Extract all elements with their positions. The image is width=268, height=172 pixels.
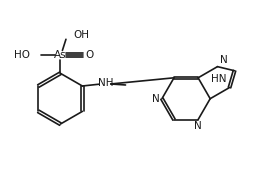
Text: HN: HN [211,74,226,84]
Text: N: N [220,55,228,65]
Text: As: As [54,50,67,60]
Text: OH: OH [73,30,89,40]
Text: HO: HO [14,50,30,60]
Text: NH: NH [98,78,113,88]
Text: N: N [152,94,160,104]
Text: N: N [194,121,202,131]
Text: O: O [85,50,94,60]
